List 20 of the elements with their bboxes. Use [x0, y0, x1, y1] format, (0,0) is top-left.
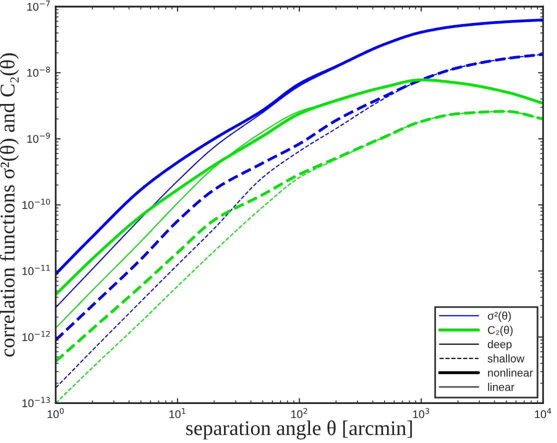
- y-tick-label: 10$^{−13}$: [22, 397, 50, 408]
- legend-label: σ²(θ): [488, 312, 511, 322]
- legend-label: C₂(θ): [488, 326, 513, 336]
- y-tick-label: 10$^{−11}$: [22, 264, 50, 276]
- y-tick-label: 10$^{−9}$: [27, 132, 50, 143]
- y-tick-label: 10$^{−8}$: [27, 66, 50, 77]
- x-tick-label: 10$^{0}$: [48, 408, 64, 418]
- y-tick-label: 10$^{−12}$: [22, 330, 50, 342]
- legend-label: linear: [488, 382, 514, 391]
- x-tick-label: 10$^{4}$: [535, 408, 552, 418]
- y-axis-title: correlation functions σ²(θ) and C₂(θ): [0, 53, 19, 357]
- legend-label: nonlinear: [488, 368, 533, 377]
- x-tick-label: 10$^{1}$: [170, 408, 186, 418]
- y-tick-label: 10$^{−7}$: [27, 0, 50, 11]
- x-axis-title: separation angle θ [arcmin]: [186, 420, 412, 440]
- x-tick-label: 10$^{3}$: [413, 408, 430, 418]
- legend-label: deep: [488, 340, 512, 350]
- legend-label: shallow: [488, 354, 524, 362]
- x-tick-label: 10$^{2}$: [291, 408, 308, 418]
- y-tick-label: 10$^{−10}$: [22, 198, 50, 209]
